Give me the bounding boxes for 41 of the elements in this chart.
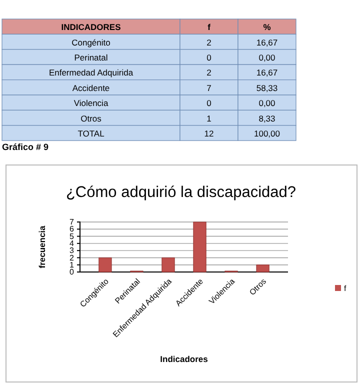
data-label: 0,00 [258,52,276,62]
category-label: Accidente [72,82,110,93]
data-label: 8,33 [258,113,276,124]
data-label: 0 [206,98,212,108]
text: TOTAL [78,128,105,138]
legend-label: f [344,284,347,293]
y-tick-label: 0 [70,268,75,277]
data-label: 1 [206,113,212,124]
bar [162,257,175,272]
category-label: Congénito [72,37,111,48]
y-tick-label: 6 [70,224,75,234]
y-tick-label: 2 [70,253,75,262]
text: 12 [204,128,214,138]
data-label: 0 [206,52,212,62]
data-label: 2 [206,37,212,48]
data-label: 16,67 [256,68,278,78]
text: INDICADORES [61,22,122,32]
data-label: 2 [206,68,212,78]
y-tick-label: 5 [70,232,75,241]
series-label: f [208,22,211,32]
text: 100,00 [254,128,280,138]
category-label: Perinatal [74,52,108,62]
series-label: % [263,22,272,32]
data-label: 16,67 [256,37,278,48]
category-label: Enfermedad Adquirida [48,68,134,78]
bar [256,264,270,272]
data-label: 58,33 [256,82,278,93]
bar [98,257,112,272]
y-tick-label: 1 [70,260,75,270]
y-tick-label: 7 [70,218,75,227]
y-tick-label: 3 [70,246,75,256]
data-label: 0,00 [258,98,276,108]
category-label: Violencia [74,98,108,108]
bar [193,222,206,272]
y-tick-label: 4 [70,238,75,248]
y-axis-title: frecuencia [37,225,47,268]
data-label: 7 [206,82,212,93]
chart-title: ¿Cómo adquirió la discapacidad? [66,184,296,201]
x-axis-title: Indicadores [160,354,208,364]
text: Gráfico # 9 [2,142,49,152]
category-label: Otros [80,113,102,124]
